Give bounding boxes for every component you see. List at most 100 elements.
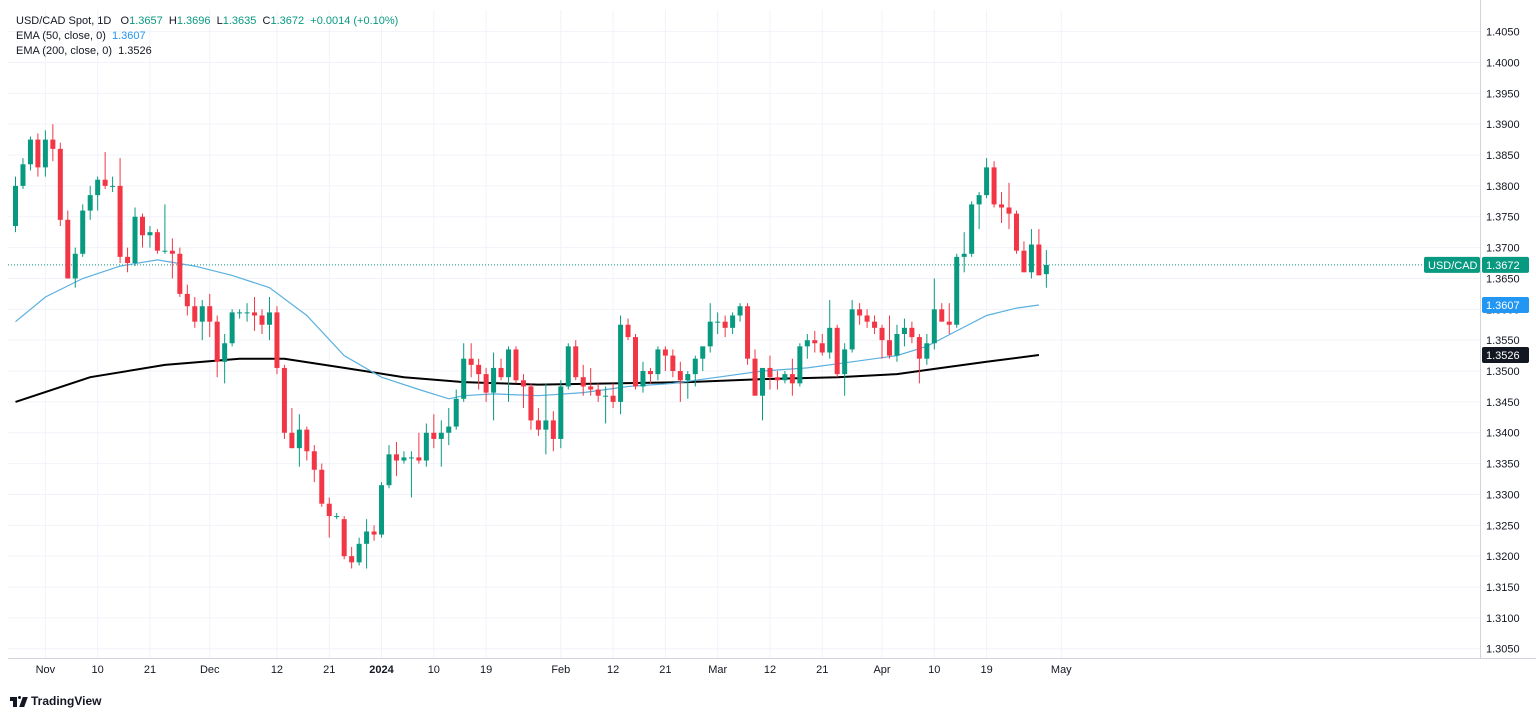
x-tick-label: 10 bbox=[928, 664, 940, 676]
candle-body bbox=[730, 315, 736, 328]
candle bbox=[618, 315, 624, 415]
candle bbox=[999, 192, 1005, 223]
candle bbox=[1006, 182, 1012, 230]
candle-body bbox=[707, 321, 713, 347]
candle bbox=[50, 124, 56, 162]
candle bbox=[132, 207, 138, 267]
candle bbox=[65, 210, 71, 279]
candle-body bbox=[244, 312, 250, 314]
y-tick-label: 1.3850 bbox=[1486, 150, 1520, 162]
candle-body bbox=[214, 321, 220, 362]
candle bbox=[27, 136, 33, 171]
candle bbox=[707, 303, 713, 353]
candle-body bbox=[1013, 213, 1019, 251]
y-tick-label: 1.3250 bbox=[1486, 520, 1520, 532]
tradingview-logo[interactable]: TradingView bbox=[10, 694, 101, 708]
x-tick-label: Nov bbox=[36, 664, 56, 676]
candle bbox=[909, 321, 915, 344]
candle-body bbox=[259, 315, 265, 325]
candle bbox=[423, 423, 429, 467]
candle bbox=[401, 451, 407, 464]
candle bbox=[647, 367, 653, 384]
x-tick-label: Mar bbox=[708, 664, 727, 676]
candle-body bbox=[326, 503, 332, 517]
candle bbox=[535, 408, 541, 436]
candle-body bbox=[468, 358, 474, 365]
candle bbox=[1043, 250, 1049, 288]
last-price-symbol-tag-text: USD/CAD bbox=[1428, 260, 1478, 272]
candle-body bbox=[72, 253, 78, 279]
candle-body bbox=[812, 340, 818, 344]
candle bbox=[20, 158, 26, 189]
candle-body bbox=[87, 195, 93, 211]
candle bbox=[177, 247, 183, 297]
candle-body bbox=[184, 293, 190, 307]
candle bbox=[797, 343, 803, 387]
candle-body bbox=[416, 457, 422, 461]
candle bbox=[483, 367, 489, 402]
y-tick-label: 1.3350 bbox=[1486, 459, 1520, 471]
candle-body bbox=[969, 204, 975, 254]
candle-body bbox=[872, 321, 878, 328]
candle bbox=[901, 318, 907, 347]
legend-ema50-value: 1.3607 bbox=[112, 30, 146, 42]
candle bbox=[692, 355, 698, 387]
candle-body bbox=[50, 139, 56, 149]
candle bbox=[393, 442, 399, 476]
candle bbox=[341, 516, 347, 560]
candle bbox=[662, 346, 668, 372]
candle bbox=[595, 383, 601, 402]
candle-body bbox=[222, 343, 228, 362]
last-price-value-tag: 1.3672 bbox=[1482, 256, 1529, 273]
ema200-price-tag-bg bbox=[1482, 346, 1529, 363]
y-tick-label: 1.3800 bbox=[1486, 181, 1520, 193]
candle-body bbox=[386, 454, 392, 486]
candle-body bbox=[192, 306, 198, 322]
candle-body bbox=[139, 216, 145, 236]
candle-body bbox=[991, 167, 997, 205]
candle-body bbox=[984, 167, 990, 196]
candle bbox=[237, 309, 243, 319]
legend-change: +0.0014 (+0.10%) bbox=[310, 15, 399, 27]
candle-body bbox=[438, 432, 444, 439]
candle bbox=[633, 334, 639, 390]
candle-body bbox=[13, 185, 18, 226]
candle-body bbox=[715, 321, 721, 323]
candle bbox=[379, 482, 385, 538]
candle bbox=[244, 303, 250, 322]
candle-body bbox=[745, 306, 751, 359]
legend-high-value: 1.3696 bbox=[176, 15, 211, 27]
candle-body bbox=[446, 426, 452, 433]
candle-body bbox=[27, 139, 33, 165]
candle-body bbox=[311, 451, 317, 470]
candle-body bbox=[334, 516, 340, 518]
candle-body bbox=[722, 321, 728, 328]
candle-body bbox=[498, 367, 504, 378]
candle-body bbox=[125, 256, 131, 264]
x-tick-label: 2024 bbox=[369, 664, 394, 676]
candle bbox=[274, 306, 280, 375]
candle bbox=[730, 312, 736, 334]
y-tick-label: 1.3550 bbox=[1486, 335, 1520, 347]
candle bbox=[857, 303, 863, 325]
y-tick-label: 1.3500 bbox=[1486, 366, 1520, 378]
candle-body bbox=[356, 543, 362, 563]
candle-body bbox=[909, 327, 915, 338]
candle-body bbox=[476, 364, 482, 375]
candle bbox=[229, 309, 235, 347]
candle bbox=[1013, 210, 1019, 254]
candle-body bbox=[939, 309, 945, 322]
candle bbox=[864, 309, 870, 328]
candle-body bbox=[782, 374, 788, 381]
candle-body bbox=[961, 253, 967, 257]
candle-body bbox=[1006, 207, 1012, 214]
candle-body bbox=[842, 349, 848, 375]
candle-body bbox=[662, 349, 668, 356]
candle bbox=[625, 318, 631, 341]
candle-body bbox=[349, 556, 355, 563]
candle bbox=[916, 334, 922, 384]
candle-body bbox=[999, 204, 1005, 208]
candle-body bbox=[229, 312, 235, 344]
